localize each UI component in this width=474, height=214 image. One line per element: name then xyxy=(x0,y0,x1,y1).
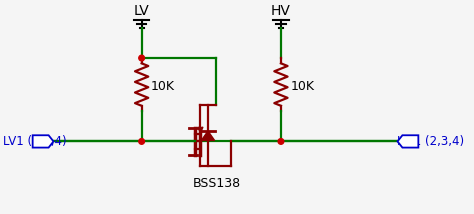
Text: LV1 (2,3,4): LV1 (2,3,4) xyxy=(3,135,67,148)
Polygon shape xyxy=(33,135,54,148)
Text: BSS138: BSS138 xyxy=(192,177,241,190)
Text: HV1 (2,3,4): HV1 (2,3,4) xyxy=(397,135,464,148)
Text: 10K: 10K xyxy=(291,80,314,93)
Circle shape xyxy=(139,55,145,61)
Circle shape xyxy=(139,139,145,144)
Polygon shape xyxy=(398,135,419,148)
Text: 10K: 10K xyxy=(151,80,175,93)
Text: HV: HV xyxy=(271,4,291,18)
Circle shape xyxy=(278,139,284,144)
Polygon shape xyxy=(201,131,215,140)
Text: LV: LV xyxy=(134,4,149,18)
